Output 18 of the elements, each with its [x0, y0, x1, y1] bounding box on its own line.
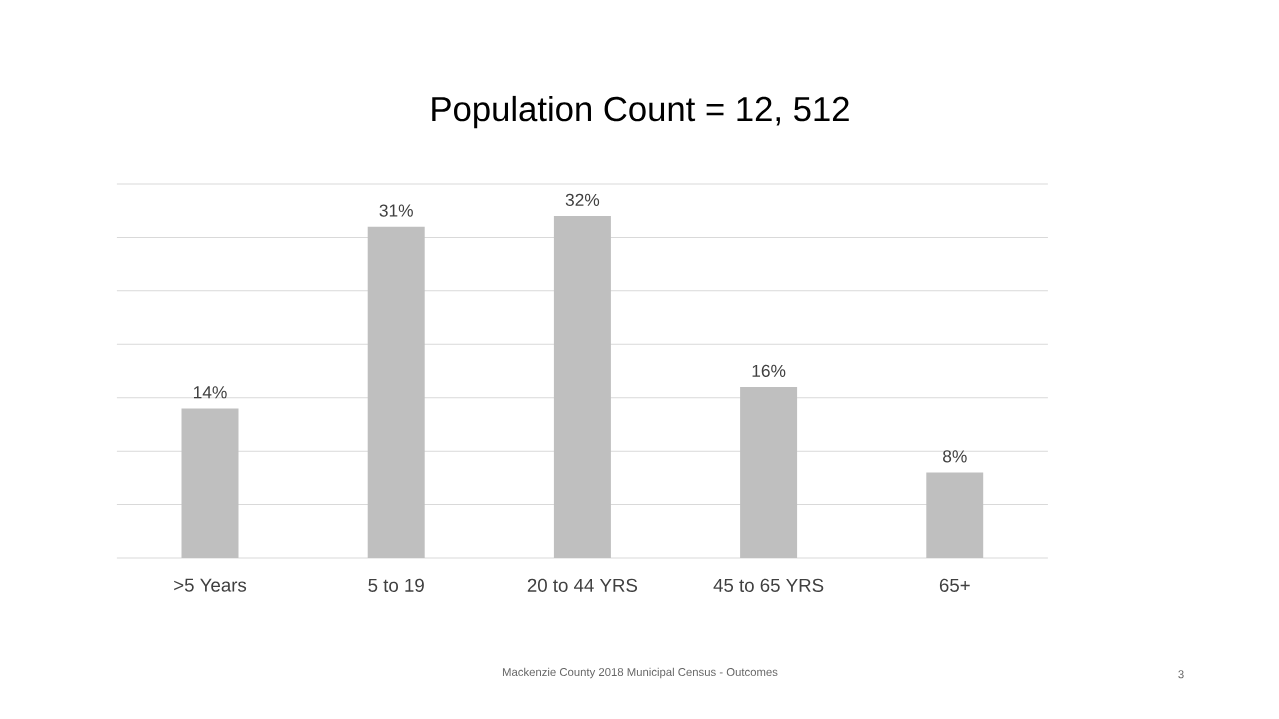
x-tick-label: >5 Years [174, 578, 247, 592]
data-label: 16% [752, 364, 786, 377]
text: Mackenzie County 2018 Municipal Census - Outcomes [502, 667, 778, 679]
bar [367, 226, 425, 558]
bar [926, 472, 984, 558]
data-label: 8% [943, 450, 967, 463]
x-tick-label: 20 to 44 YRS [527, 578, 638, 592]
data-label: 31% [379, 204, 413, 217]
text: 3 [1178, 670, 1184, 679]
chart-title: Population Count = 12, 512 [432, 95, 849, 129]
x-tick-label: 5 to 19 [368, 578, 424, 592]
bar [553, 216, 611, 558]
data-label: 32% [565, 193, 600, 207]
data-label: 14% [193, 386, 227, 399]
bar [740, 387, 798, 558]
x-tick-label: 45 to 65 YRS [713, 578, 824, 592]
x-tick-label: 65+ [939, 578, 970, 592]
bar [181, 408, 239, 558]
